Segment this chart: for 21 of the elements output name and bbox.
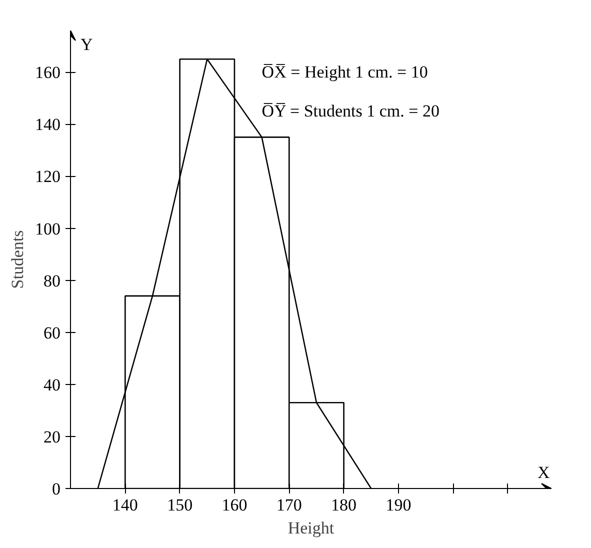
x-tick-label: 150 xyxy=(167,496,193,514)
y-tick-label: 20 xyxy=(44,427,60,446)
y-axis-title: Students xyxy=(8,230,27,289)
x-tick-label: 140 xyxy=(112,496,138,514)
x-axis-title: Height xyxy=(288,518,334,538)
y-tick-label: 0 xyxy=(52,480,60,498)
x-tick-label: 190 xyxy=(386,496,412,514)
annotation: O̅Y̅ = Students 1 cm. = 20 xyxy=(262,102,440,121)
y-tick-label: 100 xyxy=(35,219,60,238)
x-tick-label: 170 xyxy=(276,496,302,514)
y-tick-label: 60 xyxy=(44,323,60,342)
y-tick-label: 160 xyxy=(35,63,60,82)
y-tick-label: 140 xyxy=(35,115,60,134)
y-tick-label: 40 xyxy=(44,375,60,394)
y-tick-label: 80 xyxy=(44,271,60,290)
y-tick-label: 120 xyxy=(35,167,60,186)
annotation: X xyxy=(538,463,550,482)
annotation: O̅X̅ = Height 1 cm. = 10 xyxy=(262,62,428,82)
x-tick-label: 180 xyxy=(331,496,357,514)
x-tick-label: 160 xyxy=(222,496,248,514)
annotation: Y xyxy=(80,35,93,54)
